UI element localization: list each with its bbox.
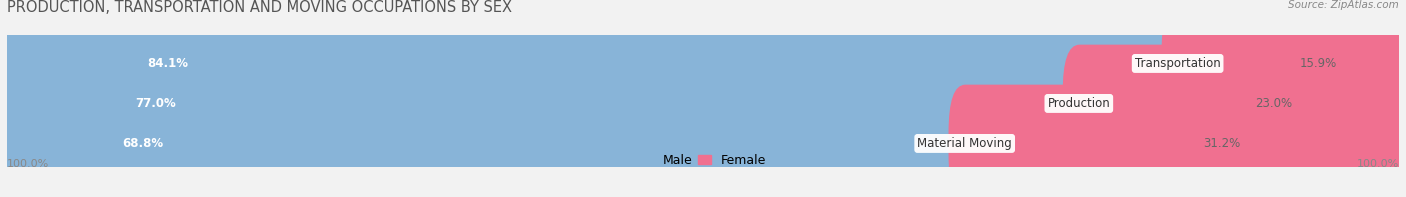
Text: 84.1%: 84.1%: [148, 57, 188, 70]
Text: Production: Production: [1047, 97, 1111, 110]
FancyBboxPatch shape: [0, 0, 1406, 136]
Text: 15.9%: 15.9%: [1299, 57, 1337, 70]
Legend: Male, Female: Male, Female: [636, 149, 770, 172]
FancyBboxPatch shape: [0, 85, 981, 197]
Text: Transportation: Transportation: [1135, 57, 1220, 70]
Text: 68.8%: 68.8%: [122, 137, 163, 150]
FancyBboxPatch shape: [949, 85, 1406, 197]
Text: PRODUCTION, TRANSPORTATION AND MOVING OCCUPATIONS BY SEX: PRODUCTION, TRANSPORTATION AND MOVING OC…: [7, 0, 512, 15]
FancyBboxPatch shape: [0, 31, 1406, 176]
FancyBboxPatch shape: [0, 45, 1095, 162]
Text: Source: ZipAtlas.com: Source: ZipAtlas.com: [1288, 0, 1399, 10]
Text: 100.0%: 100.0%: [7, 159, 49, 169]
FancyBboxPatch shape: [1161, 5, 1406, 122]
Text: 23.0%: 23.0%: [1256, 97, 1292, 110]
FancyBboxPatch shape: [0, 71, 1406, 197]
Text: 77.0%: 77.0%: [135, 97, 176, 110]
Text: Material Moving: Material Moving: [917, 137, 1012, 150]
FancyBboxPatch shape: [0, 5, 1194, 122]
FancyBboxPatch shape: [1063, 45, 1406, 162]
Text: 100.0%: 100.0%: [1357, 159, 1399, 169]
Text: 31.2%: 31.2%: [1204, 137, 1240, 150]
